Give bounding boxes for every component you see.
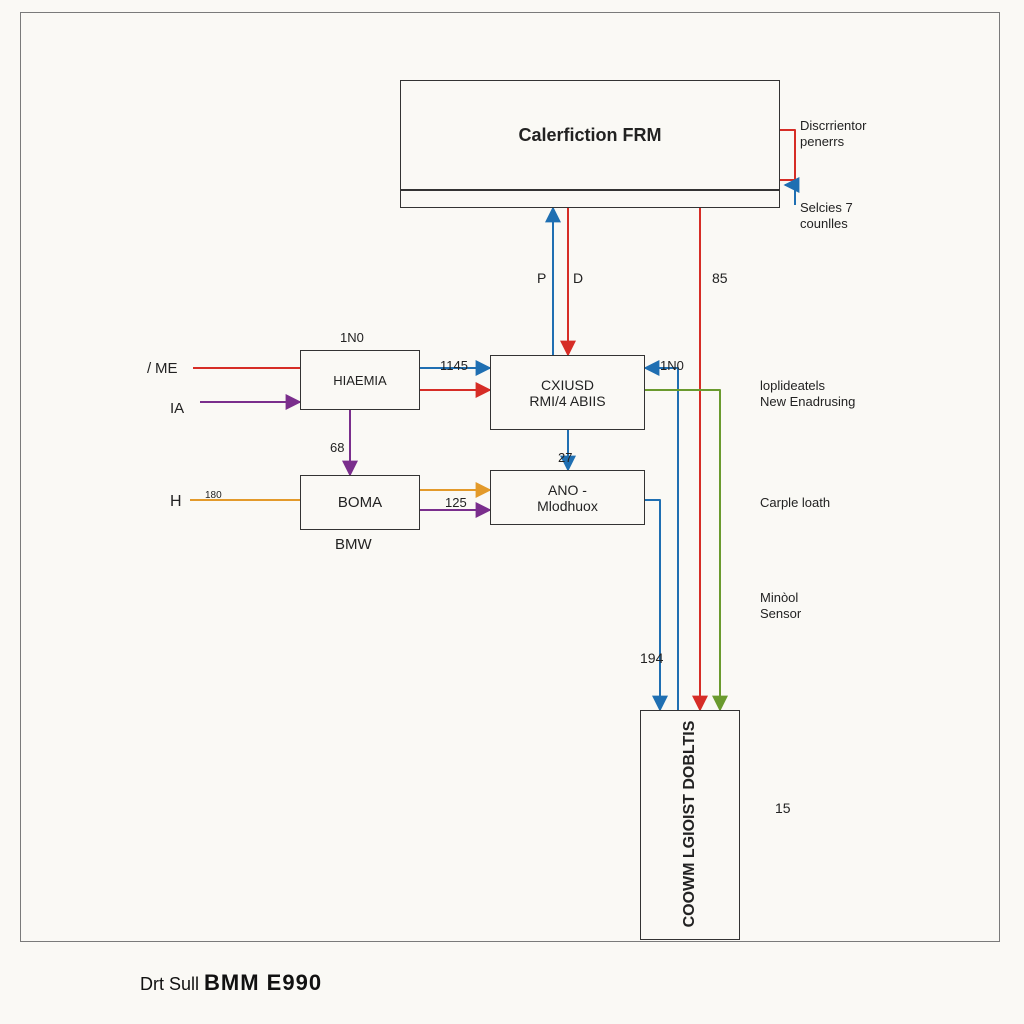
side-label-sel1: Selcies 7: [800, 200, 853, 215]
side-label-minol2: Sensor: [760, 606, 801, 621]
side-label-sel2: counlles: [800, 216, 848, 231]
label-1n0: 1N0: [340, 330, 364, 345]
side-label-ia: IA: [170, 400, 184, 417]
node-label: ANO -: [548, 482, 587, 498]
footer-pre: Drt Sull: [140, 974, 204, 994]
edge-label-n145: 1145: [440, 358, 468, 373]
edge-label-p: P: [537, 270, 546, 286]
side-label-topl2: New Enadrusing: [760, 394, 855, 409]
node-label: Mlodhuox: [537, 498, 598, 514]
footer-caption: Drt Sull BMM E990: [140, 970, 322, 996]
node-doblis-label: COOWM LGIOIST DOBLTIS: [681, 704, 699, 944]
edge-label-n125: 125: [445, 495, 467, 510]
side-label-slashme: /: [147, 360, 151, 377]
side-label-h: H: [170, 493, 182, 511]
node-label: RMI/4 ABIIS: [529, 393, 605, 409]
side-label-discr1: Discrrientor: [800, 118, 866, 133]
node-hiaemia: HIAEMIA: [300, 350, 420, 410]
edge-label-n194: 194: [640, 650, 663, 666]
side-label-discr2: penerrs: [800, 134, 844, 149]
node-frm-sub: [400, 190, 780, 208]
node-label: HIAEMIA: [333, 373, 386, 388]
node-cxusd: CXIUSD RMI/4 ABIIS: [490, 355, 645, 430]
node-calerfiction-frm: Calerfiction FRM: [400, 80, 780, 190]
node-ano: ANO - Mlodhuox: [490, 470, 645, 525]
edge-label-d: D: [573, 270, 583, 286]
node-boma: BOMA: [300, 475, 420, 530]
footer-bold: BMM E990: [204, 970, 322, 995]
side-label-topl1: loplideatels: [760, 378, 825, 393]
label-bmw: BMW: [335, 536, 372, 553]
side-label-me: ME: [155, 360, 178, 377]
side-label-fifteen: 15: [775, 800, 791, 816]
edge-label-n85: 85: [712, 270, 728, 286]
edge-label-n1n0: 1N0: [660, 358, 684, 373]
side-label-h_num: 180: [205, 490, 222, 501]
node-label: Calerfiction FRM: [518, 125, 661, 146]
node-label: CXIUSD: [541, 377, 594, 393]
diagram-stage: Calerfiction FRM HIAEMIA CXIUSD RMI/4 AB…: [0, 0, 1024, 1024]
node-label: BOMA: [338, 494, 382, 511]
edge-label-n68: 68: [330, 440, 344, 455]
side-label-minol1: Minòol: [760, 590, 798, 605]
edge-label-n27: 27: [558, 450, 572, 465]
side-label-carple: Carple loath: [760, 495, 830, 510]
